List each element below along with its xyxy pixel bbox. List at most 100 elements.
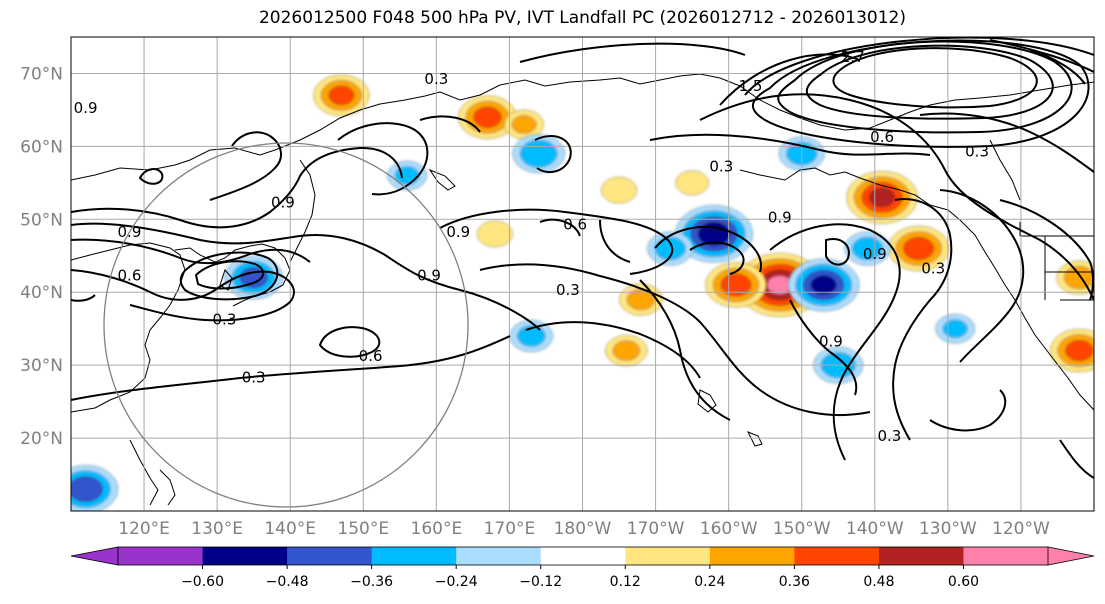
colorbar-swatch (456, 547, 542, 565)
contour-label: 0.6 (563, 216, 587, 234)
longitude-label: 180°W (554, 519, 612, 539)
contour-label: 2.7 (841, 48, 865, 66)
longitude-label: 130°E (191, 519, 243, 539)
negative-pv-anomaly (509, 319, 554, 353)
latitude-label: 50°N (20, 210, 63, 230)
latitude-label: 70°N (20, 64, 63, 84)
longitude-label: 160°W (700, 519, 758, 539)
colorbar-tick-label: 0.36 (779, 574, 810, 590)
anomaly-level (511, 115, 537, 134)
anomaly-level (720, 273, 752, 297)
longitude-label: 170°E (484, 519, 536, 539)
anomaly-level (810, 275, 837, 295)
anomaly-level (601, 176, 638, 204)
colorbar-swatch (709, 547, 795, 565)
colorbar-tick-label: 0.60 (948, 574, 979, 590)
colorbar-frame (117, 546, 1049, 566)
contour-label: 0.3 (556, 281, 580, 299)
negative-pv-anomaly (512, 134, 565, 174)
colorbar-swatch (371, 547, 457, 565)
contour-label: 0.6 (359, 347, 383, 365)
colorbar-swatch (878, 547, 964, 565)
colorbar: −0.60 −0.48 −0.36 −0.24 −0.12 0.12 0.24 0.36 0.4… (70, 546, 1095, 590)
colorbar-swatch (794, 547, 880, 565)
anomaly-level (71, 476, 103, 502)
anomaly-level (520, 139, 558, 168)
longitude-label: 130°W (919, 519, 977, 539)
positive-pv-anomaly (313, 74, 370, 117)
contour-label: 0.3 (213, 310, 237, 328)
colorbar-tick-label: −0.12 (519, 574, 562, 590)
colorbar-swatch (540, 547, 626, 565)
longitude-label: 120°E (118, 519, 170, 539)
longitude-label: 140°E (264, 519, 316, 539)
contour-label: 0.9 (446, 223, 470, 241)
latitude-label: 60°N (20, 137, 63, 157)
graticule (71, 37, 1094, 511)
positive-pv-anomaly (601, 176, 638, 204)
latitude-label: 20°N (20, 429, 63, 449)
anomaly-level (869, 187, 895, 208)
contour-label: 0.9 (118, 223, 142, 241)
longitude-label: 150°W (773, 519, 831, 539)
anomaly-level (473, 106, 502, 128)
colorbar-tick-label: −0.60 (181, 574, 224, 590)
positive-pv-anomaly (887, 225, 950, 272)
negative-pv-anomaly (224, 255, 284, 300)
colorbar-tick-label: 0.48 (863, 574, 894, 590)
map-title: 2026012500 F048 500 hPa PV, IVT Landfall… (258, 8, 906, 28)
positive-pv-anomaly (705, 262, 767, 308)
contour-label: 0.9 (819, 332, 843, 350)
anomaly-level (654, 237, 686, 260)
pv-anomaly-layer (71, 74, 1094, 511)
positive-pv-anomaly (458, 95, 517, 139)
anomaly-level (942, 319, 968, 338)
map-frame (70, 36, 1095, 512)
contour-label: 0.9 (863, 245, 887, 263)
latitude-labels: 70°N 60°N 50°N 40°N 30°N 20°N (20, 64, 63, 449)
anomaly-level (1065, 340, 1094, 362)
contour-label: 0.6 (118, 267, 142, 285)
contour-label: 0.3 (965, 143, 989, 161)
negative-pv-anomaly (787, 258, 860, 312)
colorbar-swatch (625, 547, 711, 565)
positive-pv-anomaly (1050, 328, 1094, 373)
pv-contours (71, 37, 1094, 479)
positive-pv-anomaly (504, 109, 544, 140)
contour-label: 0.6 (870, 128, 894, 146)
negative-pv-anomaly (935, 313, 976, 344)
positive-pv-anomaly (675, 170, 709, 196)
contour-label: 0.9 (271, 194, 295, 212)
longitude-label: 150°E (337, 519, 389, 539)
latitude-label: 30°N (20, 356, 63, 376)
positive-pv-anomaly (605, 334, 648, 367)
colorbar-tick-label: −0.48 (266, 574, 309, 590)
contour-label: 0.9 (74, 99, 98, 117)
anomaly-level (328, 85, 355, 105)
longitude-label: 170°W (627, 519, 685, 539)
latitude-label: 40°N (20, 283, 63, 303)
contour-label: 0.3 (709, 157, 733, 175)
contour-labels: 0.9 0.3 0.9 0.9 0.6 0.3 0.6 0.3 0.9 0.9 0.3 0.6 0.3 0… (74, 48, 989, 445)
colorbar-tick-label: −0.36 (350, 574, 393, 590)
anomaly-level (903, 237, 935, 260)
positive-pv-anomaly (846, 170, 918, 224)
anomaly-level (612, 340, 640, 361)
longitude-labels: 120°E 130°E 140°E 150°E 160°E 170°E 180°W 170°W… (118, 519, 1050, 539)
colorbar-tick-label: 0.12 (610, 574, 641, 590)
anomaly-level (1063, 266, 1094, 290)
colorbar-tick-label: 0.24 (694, 574, 725, 590)
contour-label: 1.5 (739, 77, 763, 95)
coastlines (71, 73, 1094, 506)
longitude-label: 120°W (992, 519, 1050, 539)
anomaly-level (697, 221, 731, 246)
negative-pv-anomaly (71, 465, 119, 511)
negative-pv-anomaly (647, 231, 694, 266)
contour-label: 0.9 (417, 267, 441, 285)
contour-label: 0.3 (242, 369, 266, 387)
colorbar-swatch (118, 547, 204, 565)
positive-pv-anomaly (1056, 260, 1094, 295)
longitude-label: 140°W (846, 519, 904, 539)
colorbar-swatch (202, 547, 288, 565)
